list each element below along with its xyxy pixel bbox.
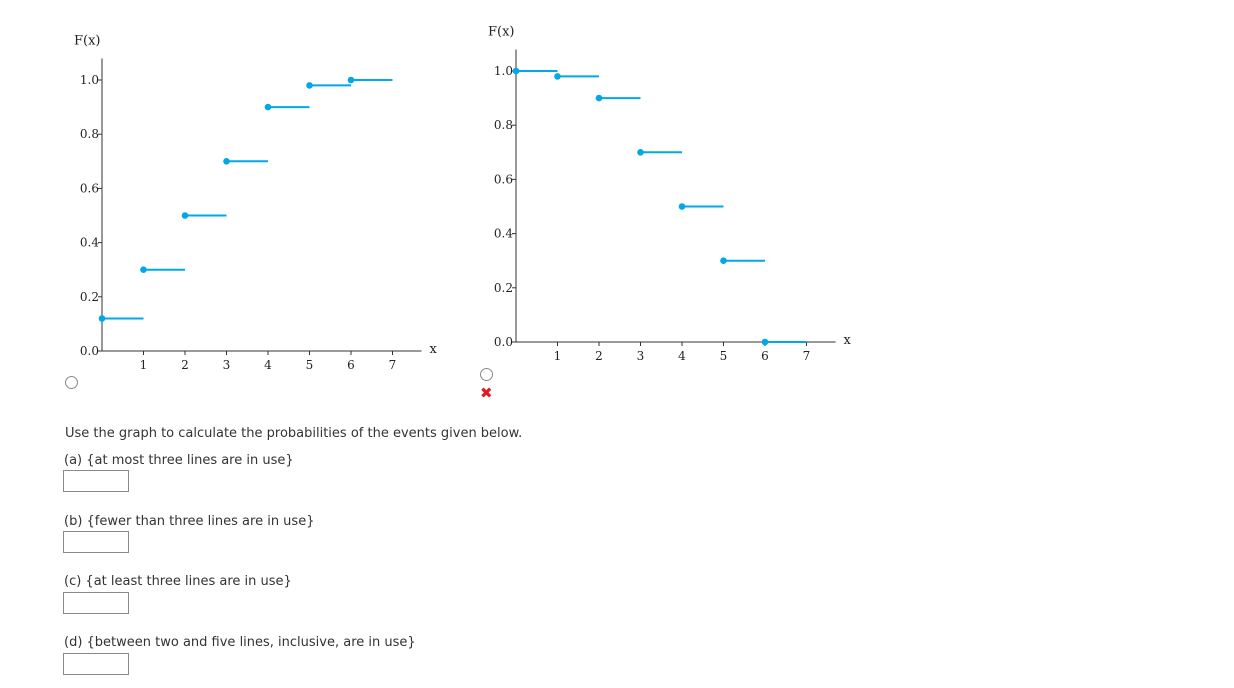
chart-a-step-point <box>264 103 272 111</box>
chart-a-x-tick-label: 4 <box>264 358 272 372</box>
chart-a-y-tick-label: 0.6 <box>80 181 99 195</box>
chart-a-y-axis-label: F(x) <box>74 33 101 48</box>
cdf-chart-a: 0.0 0.2 0.4 0.6 0.8 1.0 1 2 3 4 5 6 7 F(x) x <box>74 33 438 372</box>
part-c-input[interactable] <box>63 592 129 614</box>
instructions-text: Use the graph to calculate the probabili… <box>65 426 523 441</box>
chart-b-y-axis-label: F(x) <box>488 24 515 39</box>
chart-b-x-axis-label: x <box>844 333 852 348</box>
chart-b-x-tick-label: 2 <box>595 349 603 363</box>
chart-b-step-point <box>637 149 644 156</box>
chart-b-step-point <box>678 203 686 210</box>
chart-b-x-tick-label: 7 <box>803 349 811 363</box>
chart-b-y-tick-label: 0.6 <box>494 172 513 186</box>
chart-b-x-tick-label: 6 <box>761 349 769 363</box>
part-a-input[interactable] <box>63 470 129 492</box>
chart-b-step-point <box>761 338 769 346</box>
chart-b-x-tick-label: 5 <box>720 349 728 363</box>
chart-a-x-axis-label: x <box>430 342 438 357</box>
chart-a-step-point <box>98 315 106 322</box>
chart-a-y-tick-label: 0.0 <box>80 344 99 358</box>
chart-b-y-tick-label: 0.0 <box>494 335 513 349</box>
chart-a-step-point <box>140 266 147 274</box>
chart-b-y-tick-label: 0.4 <box>494 227 513 241</box>
incorrect-x-icon: ✖ <box>480 384 493 402</box>
chart-a-x-tick-label: 3 <box>223 358 231 372</box>
chart-b-step-point <box>595 94 603 102</box>
chart-b-y-tick-label: 0.8 <box>494 118 513 132</box>
chart-a-x-tick-label: 2 <box>181 358 189 372</box>
part-c-label: (c) {at least three lines are in use} <box>64 574 292 589</box>
chart-a-step-point <box>347 76 355 84</box>
chart-a-step-point <box>181 212 189 219</box>
chart-a-y-tick-label: 0.4 <box>80 236 99 250</box>
chart-a-y-tick-label: 0.2 <box>80 290 99 304</box>
chart-a-y-tick-label: 1.0 <box>80 73 99 87</box>
chart-b-y-tick-label: 0.2 <box>494 281 513 295</box>
option-a-radio[interactable] <box>65 376 78 389</box>
chart-b-x-tick-label: 4 <box>678 349 686 363</box>
part-b-input[interactable] <box>63 531 129 553</box>
chart-a-x-tick-label: 1 <box>140 358 148 372</box>
part-d-label: (d) {between two and five lines, inclusi… <box>64 635 416 650</box>
part-b-label: (b) {fewer than three lines are in use} <box>64 514 315 529</box>
chart-a-step-point <box>223 158 230 165</box>
chart-b-x-tick-label: 3 <box>637 349 645 363</box>
chart-b-step-point <box>720 257 727 265</box>
part-a-label: (a) {at most three lines are in use} <box>64 453 294 468</box>
part-d-input[interactable] <box>63 653 129 675</box>
chart-a-x-tick-label: 6 <box>347 358 355 372</box>
chart-b-step-point <box>512 67 520 75</box>
chart-a-x-tick-label: 7 <box>389 358 397 372</box>
chart-a-x-tick-label: 5 <box>306 358 314 372</box>
chart-a-y-tick-label: 0.8 <box>80 127 99 141</box>
cdf-chart-b: 0.0 0.2 0.4 0.6 0.8 1.0 1 2 3 4 5 6 7 F(x) x <box>488 24 852 363</box>
option-b-radio[interactable] <box>480 368 493 381</box>
chart-b-x-tick-label: 1 <box>554 349 562 363</box>
chart-b-step-point <box>554 73 561 80</box>
chart-b-y-tick-label: 1.0 <box>494 64 513 78</box>
chart-a-step-point <box>306 82 313 89</box>
